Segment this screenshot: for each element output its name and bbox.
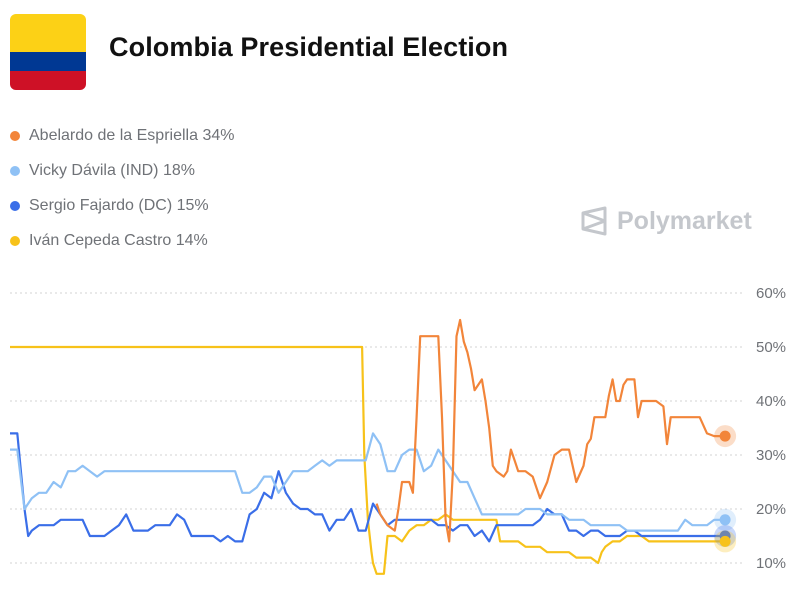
flag-band-yellow (10, 14, 86, 52)
chart-legend: Abelardo de la Espriella 34% Vicky Dávil… (10, 118, 234, 258)
legend-dot (10, 235, 20, 246)
polymarket-brand[interactable]: Polymarket (580, 206, 752, 236)
end-marker-dot[interactable] (719, 535, 731, 547)
series-line[interactable] (10, 432, 726, 543)
y-tick-label: 60% (756, 285, 786, 302)
page-title: Colombia Presidential Election (109, 32, 509, 62)
legend-dot (10, 200, 20, 211)
chart-end-markers (714, 425, 737, 553)
chart-series (10, 318, 726, 575)
y-tick-label: 10% (756, 555, 786, 572)
series-line[interactable] (10, 345, 726, 575)
legend-label: Sergio Fajardo (DC) 15% (29, 196, 209, 214)
flag-band-red (10, 71, 86, 90)
legend-label: Vicky Dávila (IND) 18% (29, 161, 195, 179)
legend-item-cepeda[interactable]: Iván Cepeda Castro 14% (10, 223, 234, 258)
legend-dot (10, 130, 20, 141)
colombia-flag-icon (10, 14, 86, 90)
legend-dot (10, 165, 20, 176)
legend-label: Iván Cepeda Castro 14% (29, 231, 208, 249)
series-line[interactable] (375, 318, 726, 543)
brand-name: Polymarket (617, 206, 752, 235)
polymarket-logo-icon (581, 206, 607, 236)
y-tick-label: 20% (756, 501, 786, 518)
y-axis-ticks: 10% 20% 30% 40% 50% 60% (756, 285, 786, 572)
y-tick-label: 50% (756, 339, 786, 356)
flag-band-blue (10, 52, 86, 71)
series-line[interactable] (10, 432, 726, 532)
legend-label: Abelardo de la Espriella 34% (29, 126, 235, 144)
y-tick-label: 30% (756, 447, 786, 464)
end-marker-dot[interactable] (719, 514, 731, 526)
y-tick-label: 40% (756, 393, 786, 410)
legend-item-fajardo[interactable]: Sergio Fajardo (DC) 15% (10, 188, 234, 223)
end-marker-dot[interactable] (719, 430, 731, 442)
legend-item-espriella[interactable]: Abelardo de la Espriella 34% (10, 118, 234, 153)
legend-item-davila[interactable]: Vicky Dávila (IND) 18% (10, 153, 234, 188)
